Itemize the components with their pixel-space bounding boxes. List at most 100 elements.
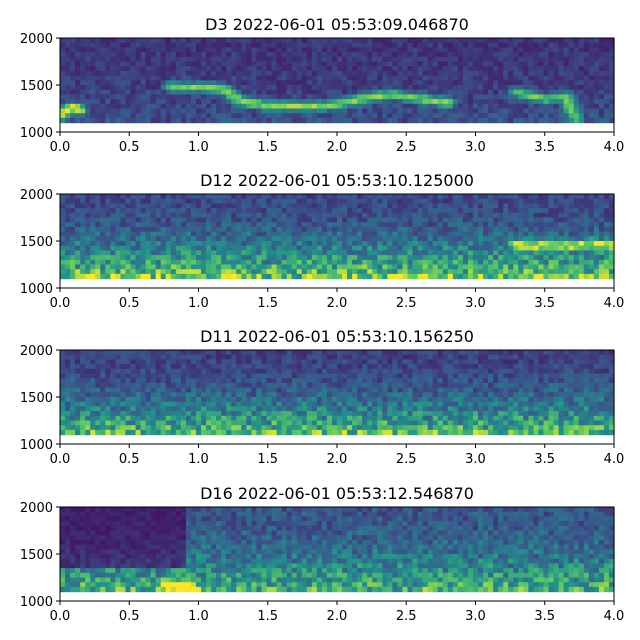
heatmap-cell [236, 47, 242, 53]
heatmap-cell [472, 236, 479, 242]
heatmap-cell [241, 42, 247, 48]
heatmap-cell [251, 113, 258, 119]
heatmap-cell [321, 359, 328, 365]
heatmap-cell [271, 241, 278, 247]
heatmap-cell [367, 226, 373, 233]
heatmap-cell [70, 415, 76, 422]
heatmap-cell [422, 255, 429, 261]
heatmap-cell [372, 117, 378, 124]
heatmap-cell [407, 70, 414, 77]
heatmap-cell [115, 89, 122, 95]
heatmap-cell [125, 203, 132, 209]
heatmap-cell [598, 47, 605, 53]
heatmap-cell [251, 429, 258, 436]
heatmap-cell [221, 56, 227, 63]
heatmap-cell [493, 208, 499, 214]
heatmap-cell [261, 250, 268, 256]
heatmap-cell [221, 250, 227, 256]
heatmap-cell [543, 42, 550, 48]
heatmap-cell [130, 47, 137, 53]
heatmap-cell [266, 269, 273, 275]
heatmap-cell [241, 415, 247, 422]
heatmap-cell [185, 382, 192, 389]
heatmap-cell [145, 194, 152, 200]
heatmap-cell [190, 61, 197, 67]
heatmap-cell [588, 212, 595, 219]
heatmap-cell [352, 250, 358, 256]
heatmap-cell [397, 245, 404, 251]
heatmap-cell [145, 401, 152, 407]
heatmap-cell [185, 387, 192, 393]
heatmap-cell [301, 250, 308, 256]
heatmap-cell [568, 61, 575, 67]
heatmap-cell [261, 212, 268, 219]
heatmap-cell [362, 255, 368, 261]
heatmap-cell [407, 222, 414, 228]
heatmap-cell [65, 80, 71, 86]
subplot-title: D3 2022-06-01 05:53:09.046870 [205, 15, 469, 34]
heatmap-cell [110, 85, 116, 91]
heatmap-cell [523, 269, 529, 275]
heatmap-cell [377, 264, 383, 270]
heatmap-cell [578, 85, 585, 91]
heatmap-cell [65, 198, 71, 204]
heatmap-cell [608, 226, 615, 233]
heatmap-cell [160, 273, 167, 280]
heatmap-cell [251, 80, 258, 86]
heatmap-cell [140, 194, 147, 200]
heatmap-cell [377, 212, 383, 219]
heatmap-cell [80, 359, 86, 365]
heatmap-cell [160, 264, 167, 270]
heatmap-cell [296, 198, 303, 204]
heatmap-cell [301, 117, 308, 124]
heatmap-cell [558, 113, 565, 119]
heatmap-cell [598, 273, 605, 280]
heatmap-cell [608, 255, 615, 261]
heatmap-cell [110, 226, 116, 233]
heatmap-cell [513, 117, 519, 124]
x-tick-label: 0.5 [119, 296, 140, 311]
heatmap-cell [201, 406, 207, 412]
heatmap-cell [608, 66, 615, 72]
heatmap-cell [462, 113, 469, 119]
heatmap-cell [115, 392, 122, 398]
heatmap-cell [125, 387, 132, 393]
heatmap-cell [170, 255, 177, 261]
heatmap-cell [251, 194, 258, 200]
heatmap-cell [135, 52, 142, 58]
heatmap-cell [160, 85, 167, 91]
heatmap-cell [367, 38, 373, 44]
heatmap-cell [321, 406, 328, 412]
heatmap-cell [201, 70, 207, 77]
heatmap-cell [256, 61, 263, 67]
heatmap-cell [442, 52, 449, 58]
heatmap-cell [180, 47, 187, 53]
heatmap-cell [60, 415, 66, 422]
heatmap-cell [321, 66, 328, 72]
heatmap-cell [185, 38, 192, 44]
heatmap-cell [170, 52, 177, 58]
heatmap-cell [190, 425, 197, 431]
heatmap-cell [266, 401, 273, 407]
heatmap-cell [216, 269, 222, 275]
heatmap-cell [387, 231, 393, 237]
heatmap-cell [372, 66, 378, 72]
heatmap-cell [402, 75, 409, 81]
heatmap-cell [185, 415, 192, 422]
heatmap-cell [90, 241, 96, 247]
heatmap-cell [140, 75, 147, 81]
heatmap-cell [326, 420, 333, 426]
heatmap-cell [286, 429, 293, 436]
heatmap-cell [140, 198, 147, 204]
heatmap-cell [437, 264, 444, 270]
heatmap-cell [513, 113, 519, 119]
heatmap-cell [130, 415, 137, 422]
heatmap-cell [608, 208, 615, 214]
heatmap-cell [110, 354, 116, 360]
heatmap-cell [422, 85, 429, 91]
heatmap-cell [563, 56, 570, 63]
heatmap-cell [65, 226, 71, 233]
heatmap-cell [165, 411, 172, 417]
heatmap-cell [145, 425, 152, 431]
heatmap-cell [392, 212, 399, 219]
